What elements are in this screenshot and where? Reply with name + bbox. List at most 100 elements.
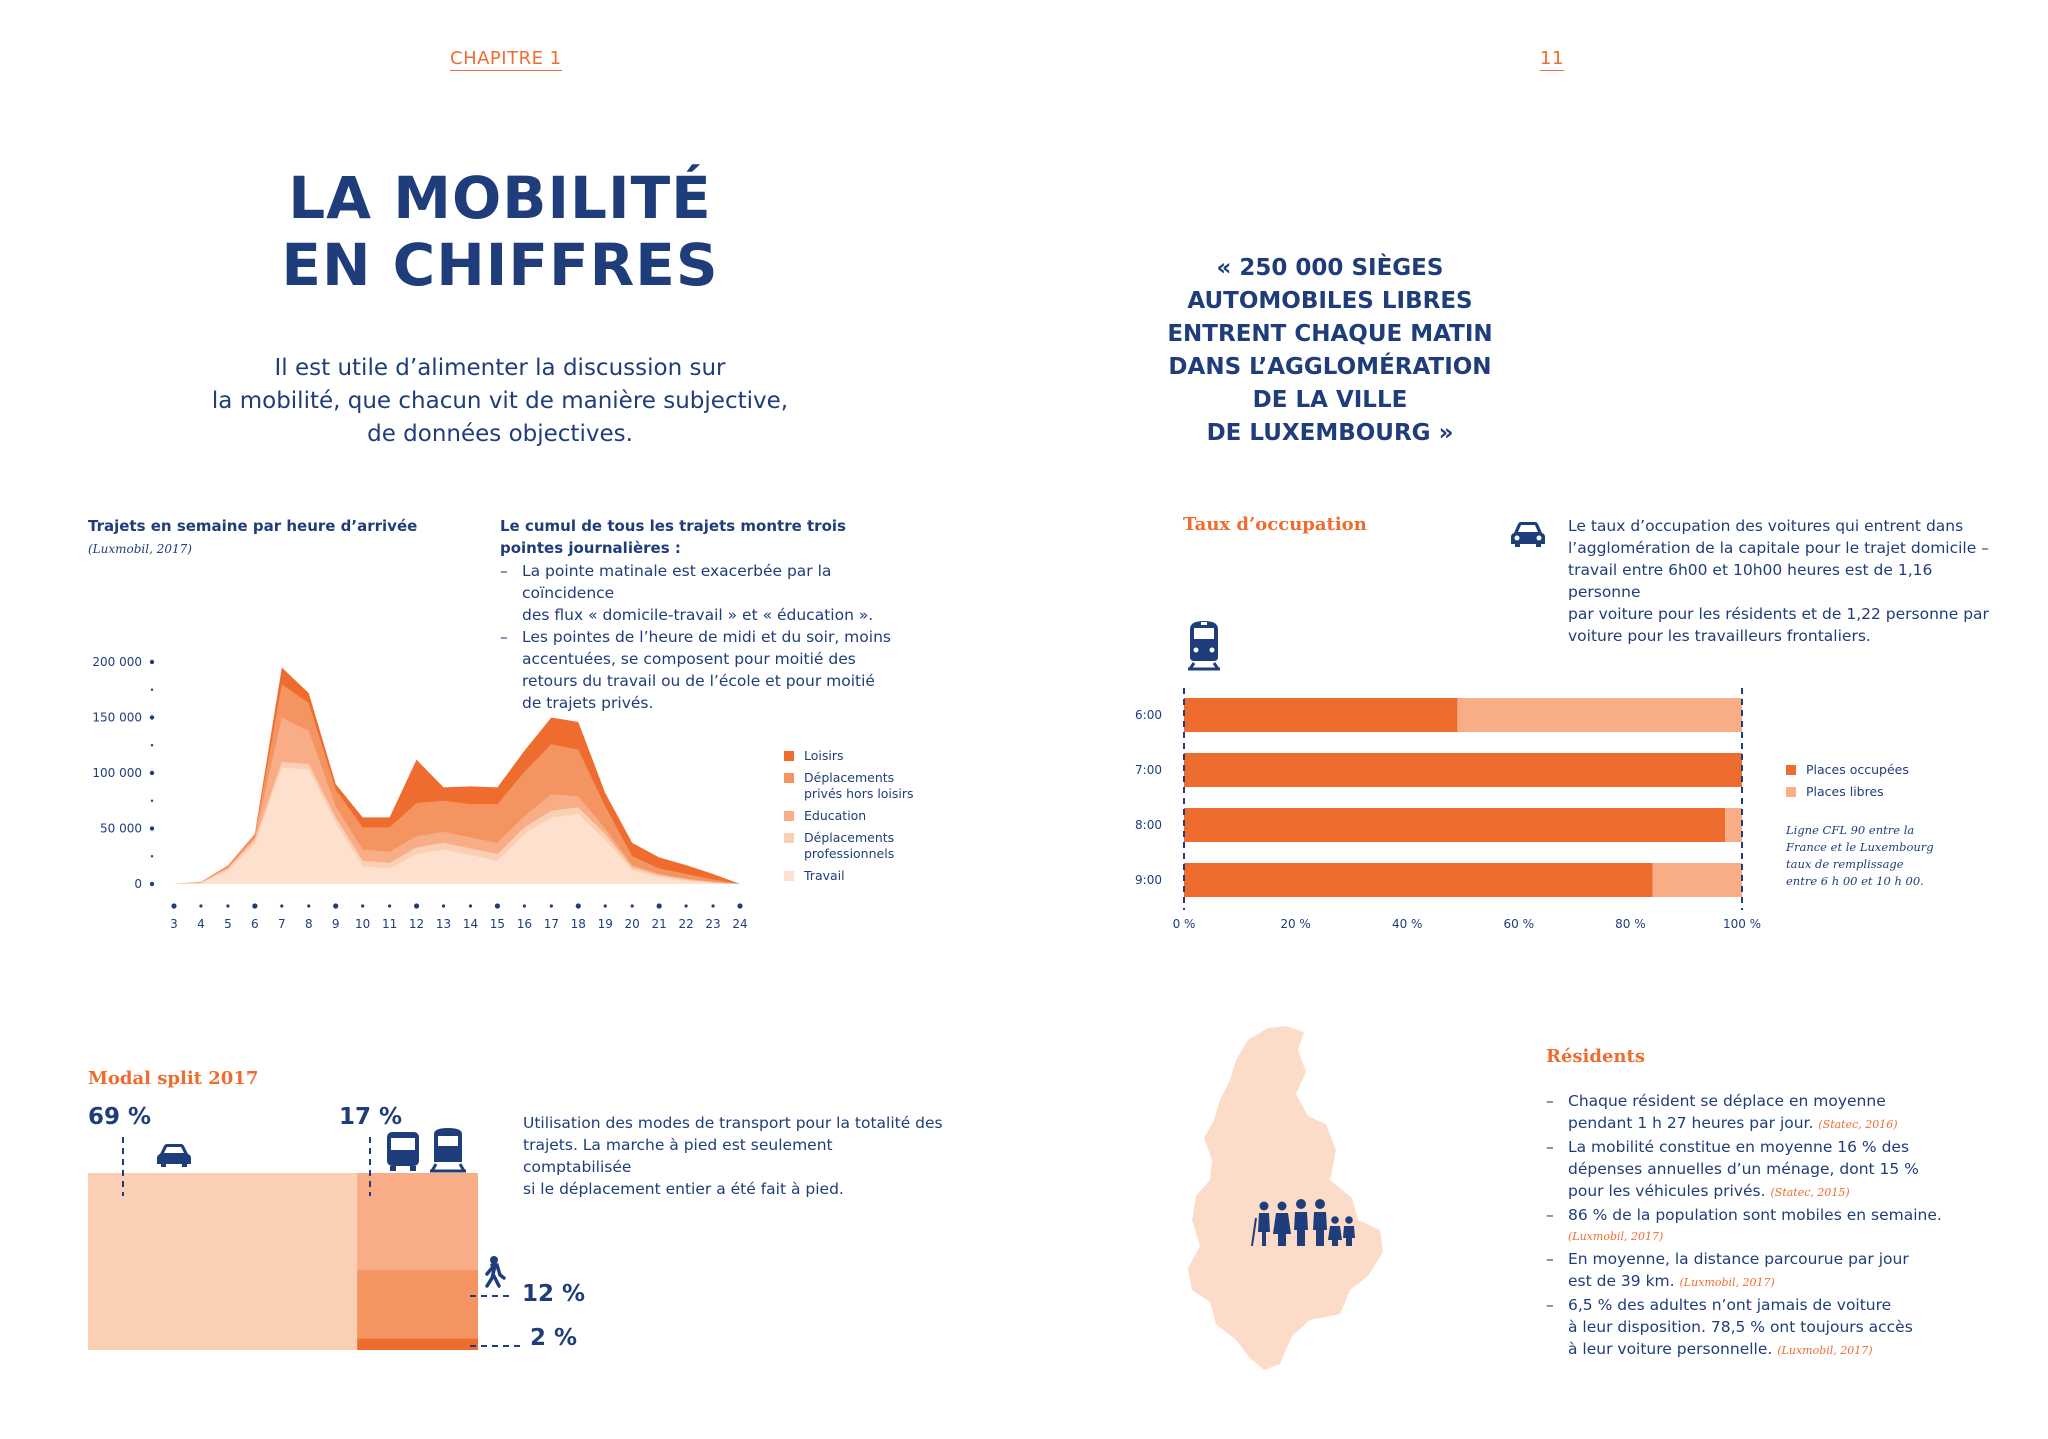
car-icon-window — [164, 1147, 184, 1153]
bar-free — [1652, 863, 1742, 897]
bar-category-label: 6:00 — [1135, 708, 1162, 722]
x-tick-label: 23 — [705, 917, 720, 931]
cumul-block: Le cumul de tous les trajets montre troi… — [500, 515, 920, 714]
walk-icon-body — [485, 1263, 506, 1288]
intro-line-1: Il est utile d’alimenter la discussion s… — [274, 355, 726, 381]
page-title: LA MOBILITÉ EN CHIFFRES — [200, 165, 800, 299]
x-tick-label: 3 — [170, 917, 178, 931]
x-tick-dot — [630, 904, 634, 908]
x-tick-label: 11 — [382, 917, 397, 931]
bus-icon-wheel — [410, 1166, 416, 1171]
x-tick-dot — [199, 904, 203, 908]
legend-label: Déplacements professionnels — [804, 830, 895, 861]
x-tick-label: 13 — [436, 917, 451, 931]
walk-share-block — [357, 1270, 478, 1339]
legend-swatch — [784, 833, 794, 843]
occupancy-title: Taux d’occupation — [1183, 514, 1367, 535]
x-tick-label: 24 — [732, 917, 747, 931]
residents-bullet-1-citation: (Statec, 2016) — [1818, 1118, 1898, 1131]
residents-bullet-4: En moyenne, la distance parcourue par jo… — [1546, 1248, 1976, 1294]
residents-bullet-2: La mobilité constitue en moyenne 16 % de… — [1546, 1136, 1976, 1204]
x-tick-dot — [575, 903, 581, 909]
cumul-bullet-2-line-1: Les pointes de l’heure de midi et du soi… — [522, 628, 891, 646]
x-tick-label: 60 % — [1504, 917, 1535, 931]
residents-bullet-5: 6,5 % des adultes n’ont jamais de voitur… — [1546, 1294, 1976, 1362]
public-transport-share-label: 17 % — [339, 1104, 403, 1130]
residents-bullet-4-line-1: En moyenne, la distance parcourue par jo… — [1568, 1250, 1909, 1268]
area-series-0 — [174, 767, 740, 884]
public-transport-share-block — [357, 1173, 478, 1271]
quote-line-6: DE LUXEMBOURG » — [1206, 420, 1454, 446]
y-minor-dot — [150, 744, 154, 747]
x-tick-dot — [711, 904, 715, 908]
x-tick-dot — [549, 904, 553, 908]
occupancy-note-line-2: France et le Luxembourg — [1786, 840, 1934, 854]
bar-occupied — [1184, 863, 1653, 897]
residents-bullet-4-citation: (Luxmobil, 2017) — [1679, 1276, 1775, 1289]
modal-split-text: Utilisation des modes de transport pour … — [523, 1112, 943, 1200]
occupancy-text-line-3: travail entre 6h00 et 10h00 heures est d… — [1568, 561, 1933, 601]
cumul-bullet-2: Les pointes de l’heure de midi et du soi… — [500, 626, 920, 714]
y-tick-dot — [149, 659, 155, 665]
occupancy-text: Le taux d’occupation des voitures qui en… — [1568, 515, 2008, 647]
cumul-heading: Le cumul de tous les trajets montre troi… — [500, 515, 920, 559]
legend-swatch — [1786, 765, 1796, 775]
quote-line-5: DE LA VILLE — [1252, 387, 1408, 413]
occupancy-legend: Places occupées Places libres — [1786, 759, 1966, 809]
trips-area-chart: 0 50 000 100 000 150 000 200 000 3 4 5 6 7 8 9 10 11 1… — [92, 655, 747, 931]
y-minor-dot — [150, 855, 154, 858]
residents-bullet-2-line-1: La mobilité constitue en moyenne 16 % de… — [1568, 1138, 1910, 1156]
x-tick-label: 6 — [251, 917, 259, 931]
y-tick-label: 50 000 — [100, 822, 142, 836]
bus-icon-wheel — [390, 1166, 396, 1171]
tram-icon-rails — [430, 1163, 466, 1173]
legend-label: Places libres — [1806, 784, 1884, 799]
cumul-bullet-2-line-3: retours du travail ou de l’école et pour… — [522, 672, 875, 690]
residents-list: Chaque résident se déplace en moyenne pe… — [1546, 1090, 1976, 1362]
residents-bullet-5-line-1: 6,5 % des adultes n’ont jamais de voitur… — [1568, 1296, 1892, 1314]
x-tick-dot — [252, 903, 258, 909]
occupancy-note-line-4: entre 6 h 00 et 10 h 00. — [1786, 874, 1924, 888]
residents-bullet-2-line-3: pour les véhicules privés. — [1568, 1182, 1766, 1200]
x-tick-label: 17 — [544, 917, 559, 931]
occupancy-note-line-1: Ligne CFL 90 entre la — [1786, 823, 1915, 837]
x-tick-dot — [413, 903, 420, 909]
x-tick-dot — [333, 903, 339, 909]
bar-free — [1457, 698, 1742, 732]
modal-split-chart — [88, 1128, 522, 1350]
legend-label: Déplacements privés hors loisirs — [804, 770, 914, 801]
x-tick-dot — [441, 904, 446, 908]
x-tick-label: 10 — [355, 917, 370, 931]
quote-line-2: AUTOMOBILES LIBRES — [1187, 288, 1473, 314]
y-minor-dot — [150, 688, 154, 691]
y-minor-dot — [150, 799, 154, 802]
x-tick-dot — [468, 904, 473, 908]
cumul-bullet-2-line-4: de trajets privés. — [522, 694, 654, 712]
legend-item: Loisirs — [784, 748, 932, 764]
x-tick-dot — [388, 904, 392, 908]
legend-item: Education — [784, 808, 932, 824]
x-tick-label: 0 % — [1173, 917, 1196, 931]
x-tick-label: 80 % — [1615, 917, 1646, 931]
legend-item: Places libres — [1786, 781, 1884, 803]
cumul-bullet-1-line-2: des flux « domicile-travail » et « éduca… — [522, 606, 874, 624]
modal-split-title: Modal split 2017 — [88, 1068, 259, 1089]
quote-line-3: ENTRENT CHAQUE MATIN — [1167, 321, 1493, 347]
cumul-heading-line-2: pointes journalières : — [500, 539, 681, 557]
x-tick-dot — [494, 903, 501, 909]
x-tick-dot — [656, 903, 662, 909]
car-icon-body — [157, 1144, 191, 1167]
x-tick-dot — [280, 904, 284, 908]
legend-swatch — [784, 871, 794, 881]
residents-title: Résidents — [1546, 1046, 1645, 1067]
occupancy-note: Ligne CFL 90 entre la France et le Luxem… — [1786, 822, 1934, 890]
x-tick-label: 19 — [598, 917, 613, 931]
legend-swatch — [784, 773, 794, 783]
residents-bullet-1-line-2: pendant 1 h 27 heures par jour. — [1568, 1114, 1814, 1132]
luxembourg-map — [1188, 1026, 1383, 1370]
cumul-bullet-1: La pointe matinale est exacerbée par la … — [500, 560, 920, 626]
intro-line-2: la mobilité, que chacun vit de manière s… — [211, 388, 789, 414]
x-tick-label: 14 — [463, 917, 478, 931]
x-tick-dot — [603, 904, 607, 908]
x-tick-dot — [226, 904, 230, 908]
